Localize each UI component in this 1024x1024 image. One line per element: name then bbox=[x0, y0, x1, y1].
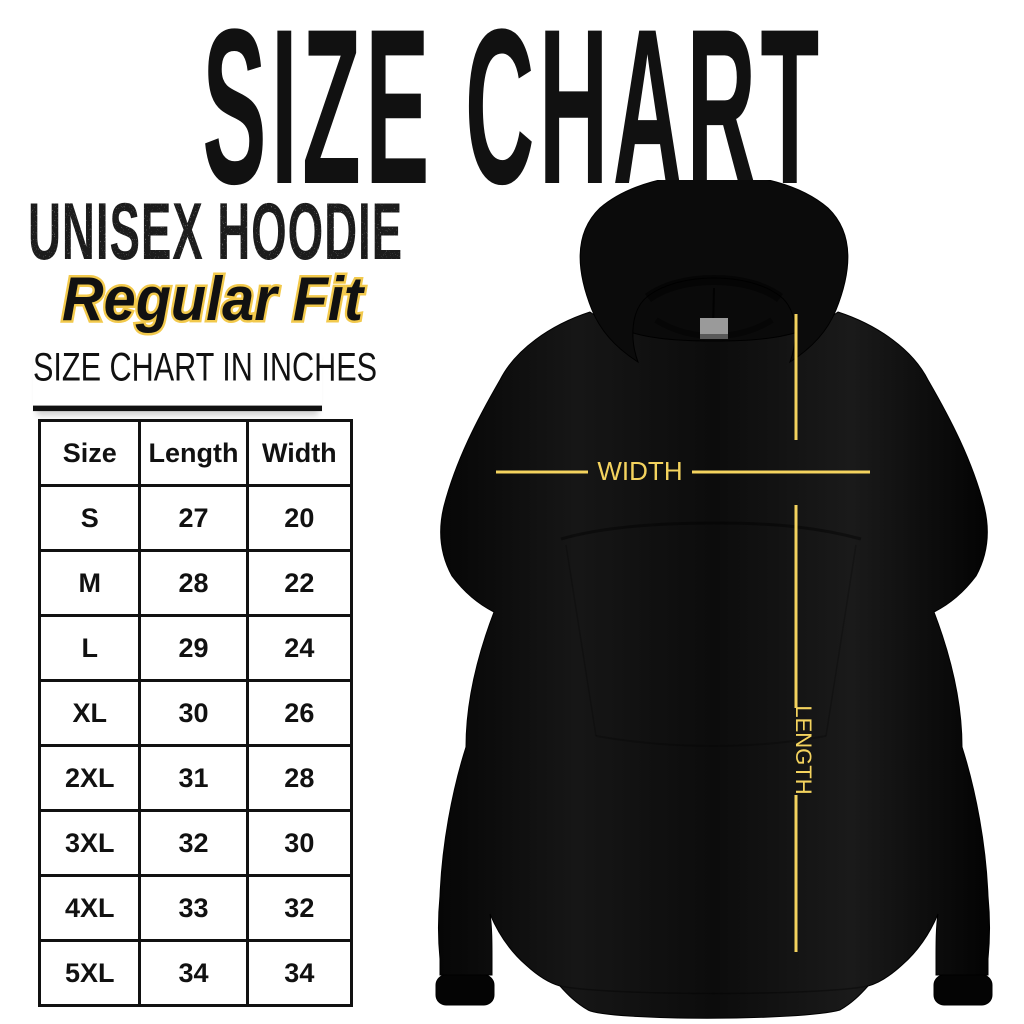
svg-text:LENGTH: LENGTH bbox=[791, 705, 816, 794]
svg-text:WIDTH: WIDTH bbox=[597, 456, 682, 486]
